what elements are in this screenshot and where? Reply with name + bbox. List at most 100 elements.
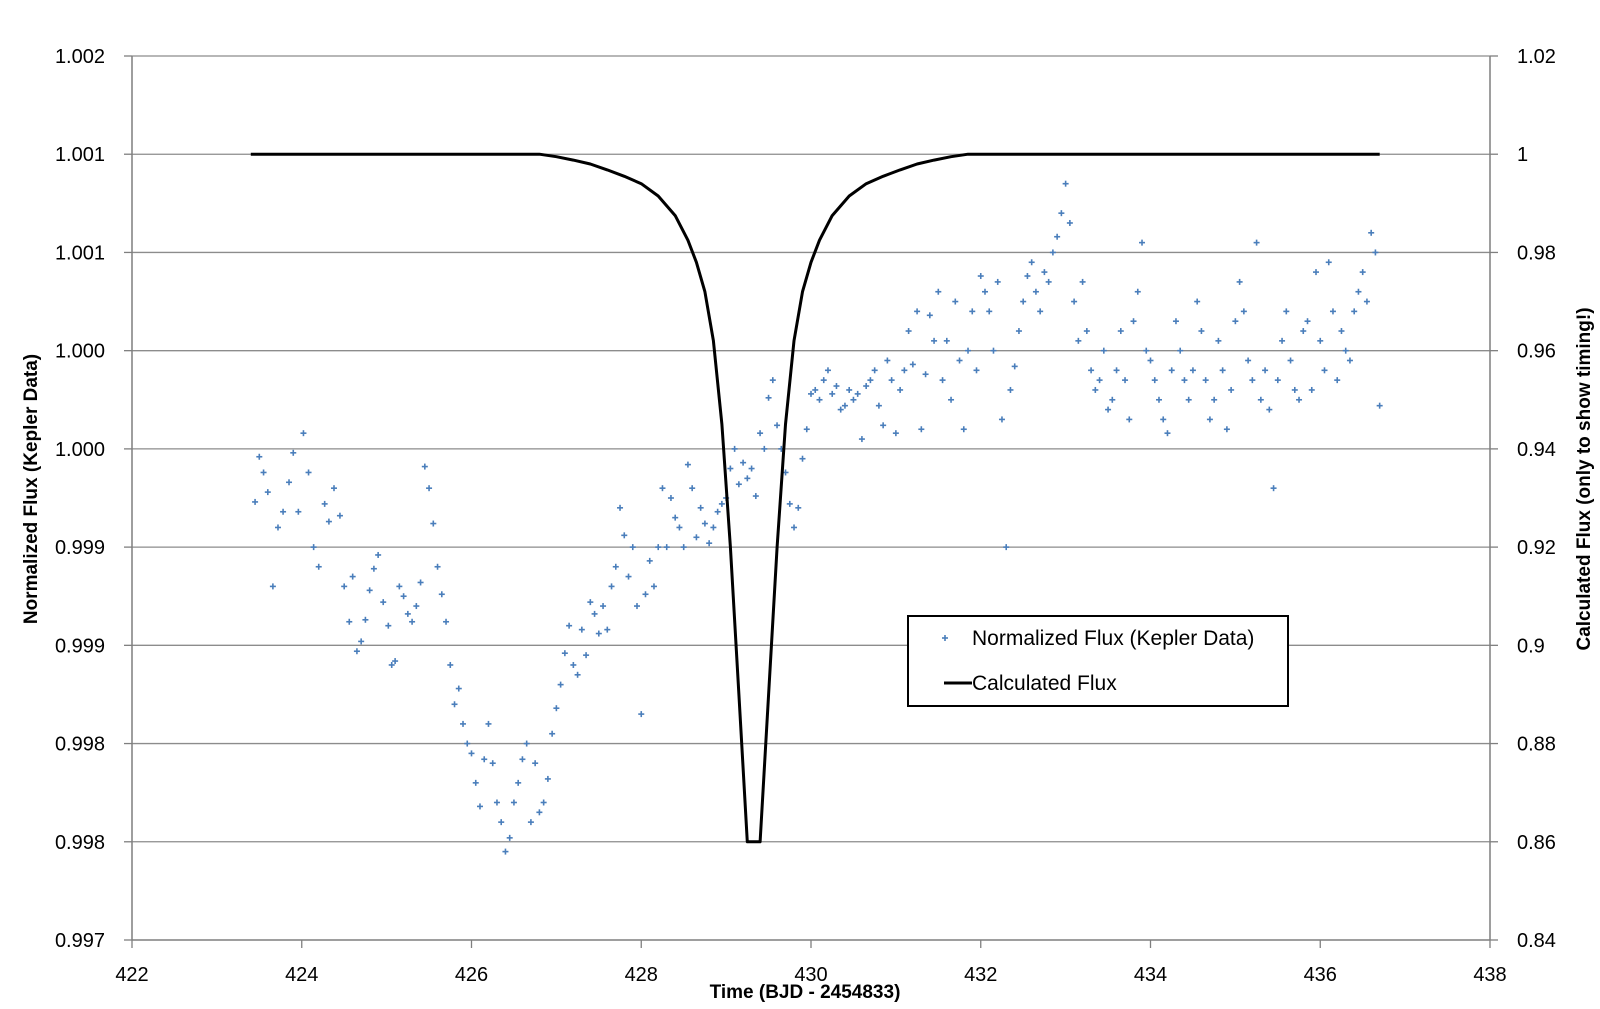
data-point (1049, 249, 1056, 256)
data-point (366, 587, 373, 594)
data-point (714, 508, 721, 515)
data-point (642, 591, 649, 598)
data-point (1168, 367, 1175, 374)
legend: Normalized Flux (Kepler Data) Calculated… (907, 615, 1289, 707)
data-point (286, 479, 293, 486)
data-point (612, 563, 619, 570)
data-point (1198, 328, 1205, 335)
data-point (1346, 357, 1353, 364)
y-tick-label: 0.999 (55, 635, 105, 657)
data-point (464, 740, 471, 747)
data-point (515, 779, 522, 786)
y2-tick-label: 0.86 (1517, 832, 1556, 854)
data-point (430, 520, 437, 527)
data-point (1334, 377, 1341, 384)
data-point (1228, 386, 1235, 393)
data-point (1206, 416, 1213, 423)
data-point (1007, 386, 1014, 393)
data-point (532, 760, 539, 767)
data-point (1274, 377, 1281, 384)
data-point (1172, 318, 1179, 325)
data-point (659, 485, 666, 492)
data-point (358, 638, 365, 645)
data-point (1185, 396, 1192, 403)
data-point (706, 540, 713, 547)
data-point (824, 367, 831, 374)
data-point (375, 551, 382, 558)
data-point (1045, 278, 1052, 285)
data-point (443, 618, 450, 625)
data-point (325, 518, 332, 525)
data-point (854, 390, 861, 397)
data-point (1296, 396, 1303, 403)
data-point (1126, 416, 1133, 423)
x-tick-label: 436 (1304, 964, 1337, 986)
data-point (523, 740, 530, 747)
data-point (476, 803, 483, 810)
data-point (544, 775, 551, 782)
data-point (1020, 298, 1027, 305)
data-point (1041, 269, 1048, 276)
data-point (1376, 402, 1383, 409)
data-point (502, 848, 509, 855)
data-point (710, 524, 717, 531)
data-point (385, 622, 392, 629)
y-tick-label: 0.998 (55, 734, 105, 756)
data-point (791, 524, 798, 531)
legend-entry-normalized-flux: Normalized Flux (Kepler Data) (972, 627, 1254, 650)
y-tick-label: 1.000 (55, 341, 105, 363)
data-point (1117, 328, 1124, 335)
data-point (888, 377, 895, 384)
data-point (765, 394, 772, 401)
axes (124, 55, 1498, 948)
data-point (875, 402, 882, 409)
data-point (536, 809, 543, 816)
data-point (256, 453, 263, 460)
data-point (587, 599, 594, 606)
data-point (527, 819, 534, 826)
data-point (693, 534, 700, 541)
data-point (1219, 367, 1226, 374)
data-point (1266, 406, 1273, 413)
data-point (748, 465, 755, 472)
data-point (336, 512, 343, 519)
data-point (880, 422, 887, 429)
data-point (1240, 308, 1247, 315)
data-point (1363, 298, 1370, 305)
data-point (1151, 377, 1158, 384)
data-point (404, 610, 411, 617)
data-point (858, 436, 865, 443)
data-point (629, 544, 636, 551)
data-point (362, 616, 369, 623)
x-axis-title: Time (BJD - 2454833) (710, 982, 901, 1003)
x-tick-label: 422 (115, 964, 148, 986)
y-tick-label: 1.002 (55, 46, 105, 68)
data-point (290, 449, 297, 456)
data-point (1313, 269, 1320, 276)
data-point (1011, 363, 1018, 370)
data-point (388, 661, 395, 668)
data-point (650, 583, 657, 590)
data-point (744, 475, 751, 482)
data-point (829, 390, 836, 397)
data-point (489, 760, 496, 767)
data-point (786, 500, 793, 507)
data-point (396, 583, 403, 590)
y-tick-label: 0.997 (55, 930, 105, 952)
data-point (1211, 396, 1218, 403)
data-point (426, 485, 433, 492)
data-point (1113, 367, 1120, 374)
data-point (701, 520, 708, 527)
data-point (578, 626, 585, 633)
data-point (1130, 318, 1137, 325)
data-point (863, 383, 870, 390)
data-point (1372, 249, 1379, 256)
data-point (663, 544, 670, 551)
data-point (595, 630, 602, 637)
y-tick-label: 0.999 (55, 537, 105, 559)
data-point (608, 583, 615, 590)
data-point (519, 756, 526, 763)
